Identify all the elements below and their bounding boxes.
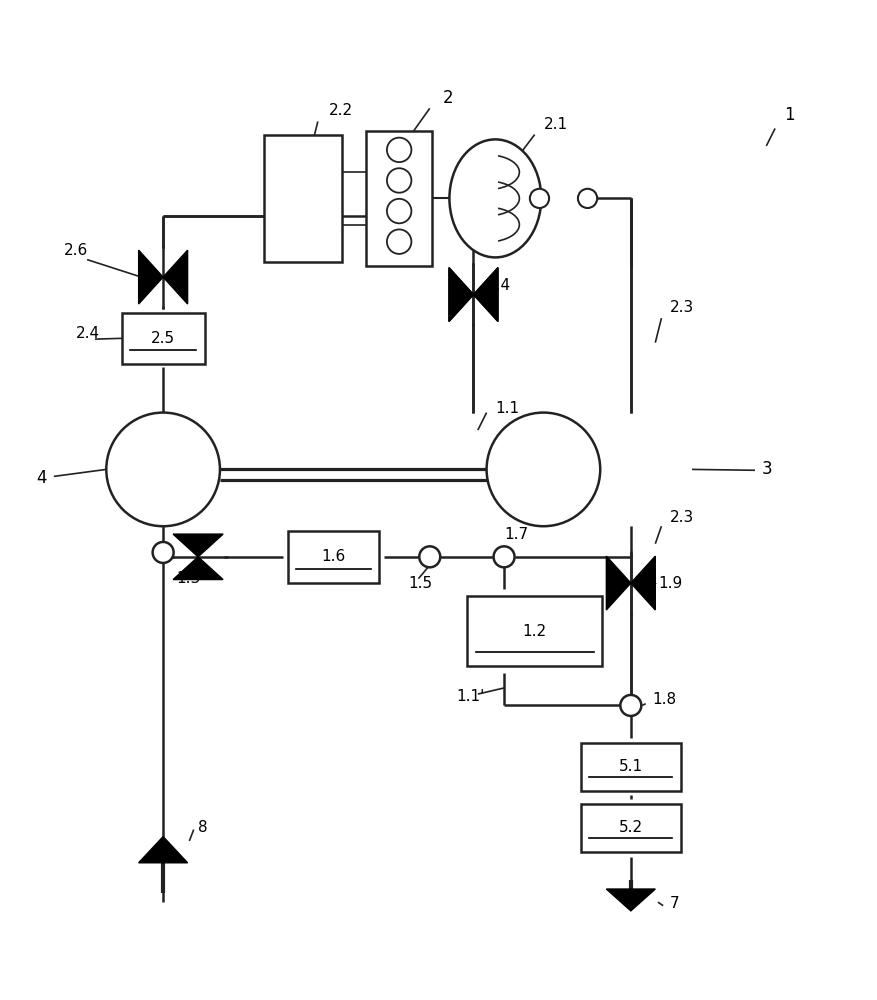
Text: 2.3: 2.3	[670, 510, 695, 525]
Polygon shape	[173, 534, 223, 557]
Text: 4: 4	[36, 469, 46, 487]
Text: 1.1: 1.1	[496, 401, 519, 416]
Text: 2.4: 2.4	[75, 326, 100, 341]
Polygon shape	[606, 556, 631, 610]
Circle shape	[494, 546, 515, 567]
Text: 1.9: 1.9	[659, 576, 683, 591]
Polygon shape	[606, 889, 655, 911]
Polygon shape	[139, 250, 163, 304]
Text: 1.4: 1.4	[487, 278, 510, 293]
Text: 1.5: 1.5	[408, 576, 432, 591]
Bar	[467, 596, 602, 666]
Polygon shape	[163, 250, 188, 304]
Text: 1.3: 1.3	[176, 571, 201, 586]
Polygon shape	[449, 268, 474, 321]
Text: 1: 1	[784, 106, 795, 124]
Circle shape	[387, 168, 411, 193]
Text: 2.1: 2.1	[544, 117, 567, 132]
Text: 1.2: 1.2	[523, 624, 546, 639]
Text: 2.6: 2.6	[64, 243, 89, 258]
Text: 1.6: 1.6	[322, 549, 346, 564]
Polygon shape	[139, 837, 188, 863]
Polygon shape	[474, 268, 498, 321]
Bar	[288, 531, 380, 583]
Polygon shape	[449, 268, 474, 321]
Circle shape	[530, 189, 549, 208]
Ellipse shape	[449, 139, 541, 257]
Text: 7: 7	[670, 896, 680, 911]
Bar	[581, 743, 681, 791]
Text: 2.5: 2.5	[151, 331, 175, 346]
Text: 1.8: 1.8	[652, 692, 677, 707]
Circle shape	[419, 546, 440, 567]
Text: 3: 3	[762, 460, 773, 478]
Bar	[264, 135, 342, 262]
Circle shape	[620, 695, 641, 716]
Polygon shape	[173, 557, 223, 580]
Text: 1.1': 1.1'	[456, 689, 484, 704]
Circle shape	[106, 413, 220, 526]
Circle shape	[578, 189, 597, 208]
Circle shape	[387, 138, 411, 162]
Circle shape	[487, 413, 600, 526]
Text: 2: 2	[443, 89, 453, 107]
Text: 5.2: 5.2	[619, 820, 643, 835]
Bar	[122, 313, 204, 364]
Bar	[367, 131, 432, 266]
Circle shape	[387, 199, 411, 223]
Text: 1.7: 1.7	[504, 527, 528, 542]
Text: 2.3: 2.3	[670, 300, 695, 315]
Text: 5.1: 5.1	[619, 759, 643, 774]
Circle shape	[387, 229, 411, 254]
Text: 8: 8	[198, 820, 208, 835]
Polygon shape	[474, 268, 498, 321]
Text: 2.2: 2.2	[329, 103, 353, 118]
Polygon shape	[631, 556, 655, 610]
Bar	[581, 804, 681, 852]
Circle shape	[153, 542, 174, 563]
